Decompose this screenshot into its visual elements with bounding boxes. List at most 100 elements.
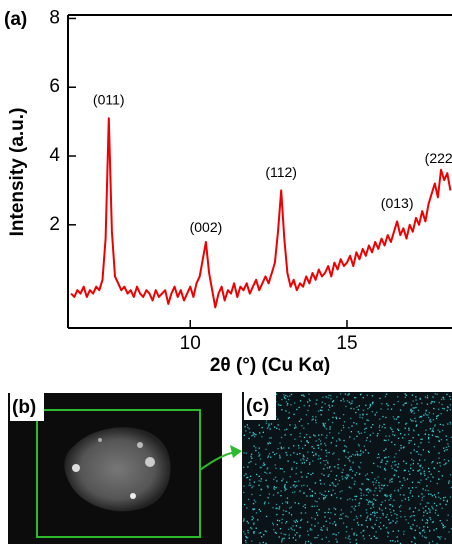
eds-dot	[264, 530, 266, 532]
eds-dot	[294, 521, 297, 523]
eds-dot	[329, 428, 331, 430]
eds-dot	[420, 454, 422, 456]
eds-dot	[379, 522, 382, 524]
eds-dot	[369, 405, 371, 407]
eds-dot	[268, 502, 270, 504]
eds-dot	[369, 403, 372, 406]
eds-dot	[439, 465, 441, 467]
eds-dot	[432, 419, 434, 421]
eds-dot	[441, 507, 443, 509]
eds-dot	[372, 506, 375, 508]
eds-dot	[347, 451, 349, 453]
eds-dot	[385, 516, 387, 518]
eds-dot	[416, 403, 418, 405]
eds-dot	[296, 485, 298, 487]
eds-dot	[410, 464, 412, 466]
y-tick-label: 4	[49, 145, 60, 166]
eds-dot	[440, 413, 442, 415]
eds-dot	[354, 495, 356, 498]
eds-dot	[292, 491, 294, 494]
eds-dot	[303, 456, 305, 458]
eds-dot	[257, 519, 259, 521]
eds-dot	[307, 401, 309, 403]
eds-dot	[312, 418, 314, 420]
eds-dot	[339, 439, 341, 441]
eds-dot	[336, 541, 338, 543]
eds-dot	[414, 537, 416, 540]
eds-dot	[334, 466, 336, 468]
eds-dot	[338, 432, 340, 434]
eds-dot	[371, 526, 373, 528]
eds-dot	[290, 393, 293, 396]
eds-dot	[255, 447, 257, 449]
eds-dot	[397, 428, 399, 430]
eds-dot	[419, 415, 422, 418]
peak-label: (112)	[265, 164, 297, 180]
eds-dot	[316, 501, 318, 503]
eds-dot	[355, 515, 357, 518]
eds-dot	[249, 482, 251, 484]
eds-dot	[291, 468, 293, 471]
eds-dot	[427, 489, 429, 492]
eds-dot	[263, 503, 266, 505]
eds-dot	[309, 400, 311, 402]
eds-dot	[299, 534, 301, 537]
eds-dot	[421, 535, 424, 537]
eds-dot	[425, 410, 427, 412]
eds-dot	[250, 455, 252, 457]
eds-dot	[353, 532, 355, 534]
eds-dot	[383, 525, 385, 527]
eds-dot	[350, 487, 352, 489]
eds-dot	[374, 512, 376, 514]
eds-dot	[438, 401, 440, 404]
eds-dot	[430, 473, 432, 475]
eds-dot	[369, 519, 372, 521]
eds-dot	[389, 479, 391, 481]
eds-dot	[293, 481, 296, 483]
eds-dot	[286, 501, 289, 503]
eds-dot	[285, 501, 287, 503]
eds-dot	[324, 490, 326, 492]
eds-dot	[443, 447, 445, 449]
eds-dot	[373, 511, 375, 513]
eds-dot	[352, 453, 354, 456]
eds-dot	[450, 486, 452, 489]
eds-dot	[432, 540, 434, 543]
eds-dot	[281, 502, 284, 505]
eds-dot	[295, 473, 297, 475]
eds-dot	[367, 419, 370, 422]
eds-dot	[384, 427, 386, 429]
eds-dot	[303, 459, 305, 461]
eds-dot	[330, 494, 333, 496]
eds-dot	[438, 478, 440, 480]
eds-dot	[407, 522, 410, 524]
eds-dot	[350, 407, 352, 410]
eds-dot	[423, 515, 425, 517]
eds-dot	[253, 499, 255, 501]
eds-dot	[434, 425, 436, 427]
eds-dot	[353, 519, 355, 521]
eds-dot	[389, 494, 391, 496]
eds-dot	[304, 444, 306, 446]
eds-dot	[329, 466, 331, 468]
eds-dot	[366, 413, 368, 415]
eds-dot	[328, 451, 330, 454]
eds-dot	[370, 501, 372, 503]
eds-dot	[419, 465, 421, 467]
eds-dot	[412, 420, 414, 422]
eds-dot	[279, 456, 281, 458]
eds-dot	[321, 529, 323, 531]
eds-dot	[436, 393, 438, 395]
eds-dot	[424, 489, 427, 491]
eds-dot	[262, 541, 264, 544]
eds-dot	[252, 434, 254, 436]
eds-dot	[251, 457, 253, 459]
eds-dot	[317, 410, 320, 412]
eds-dot	[374, 414, 376, 416]
eds-dot	[445, 446, 448, 448]
eds-dot	[317, 522, 319, 524]
eds-dot	[322, 422, 324, 425]
eds-dot	[401, 484, 403, 487]
eds-dot	[336, 540, 338, 542]
eds-dot	[344, 464, 346, 467]
